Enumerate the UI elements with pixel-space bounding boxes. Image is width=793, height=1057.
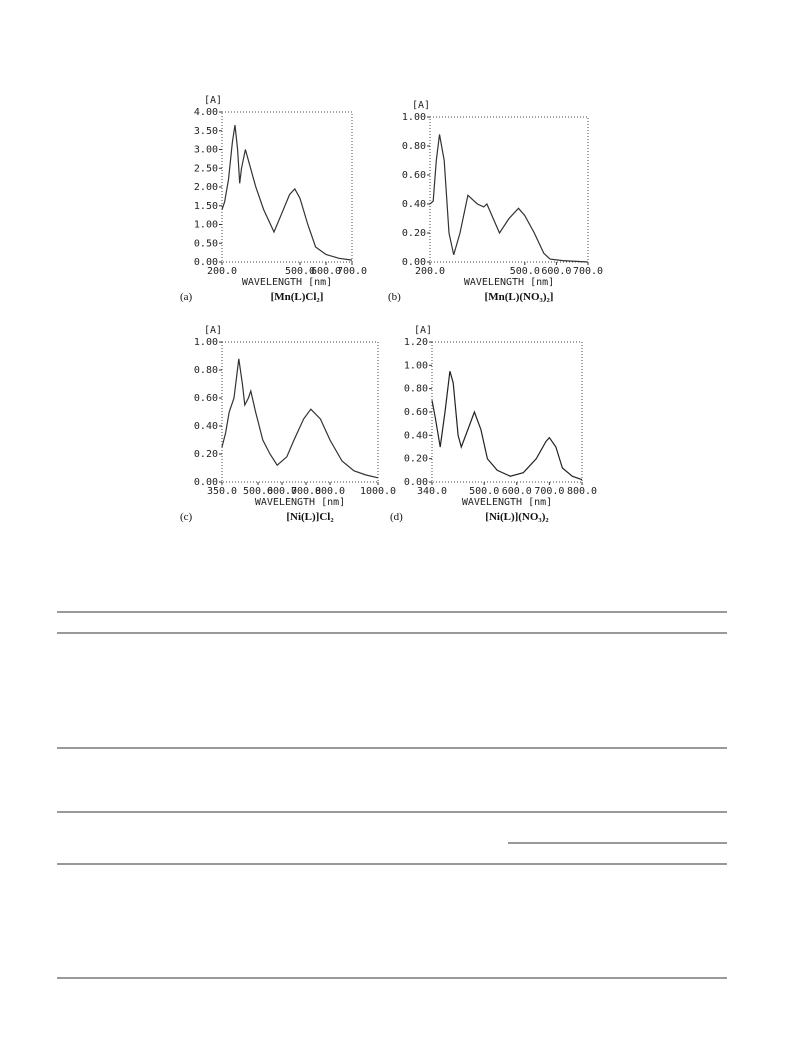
x-tick-label: 350.0 xyxy=(207,486,237,497)
spectrum-line xyxy=(429,134,589,263)
y-tick-label: 0.60 xyxy=(194,393,218,404)
x-tick-label: 200.0 xyxy=(415,266,445,277)
x-tick-label: 700.0 xyxy=(573,266,603,277)
x-tick-label: 600.0 xyxy=(311,266,341,277)
y-tick-label: 0.60 xyxy=(402,170,426,181)
y-tick-label: 0.80 xyxy=(402,141,426,152)
y-tick-label: 1.00 xyxy=(404,360,428,371)
x-axis-label: WAVELENGTH [nm] xyxy=(462,497,552,508)
x-tick-label: 500.0 xyxy=(285,266,315,277)
y-tick-label: 1.20 xyxy=(404,337,428,348)
x-tick-label: 700.0 xyxy=(337,266,367,277)
y-tick-label: 0.00 xyxy=(402,257,426,268)
y-tick-label: 0.00 xyxy=(194,477,218,488)
x-tick-label: 1000.0 xyxy=(360,486,396,497)
y-tick-label: 0.20 xyxy=(404,454,428,465)
x-axis-label: WAVELENGTH [nm] xyxy=(242,277,332,288)
panel-label: (c) xyxy=(180,511,193,523)
y-tick-label: 3.00 xyxy=(194,145,218,156)
x-tick-label: 500.0 xyxy=(243,486,273,497)
y-tick-label: 0.80 xyxy=(194,365,218,376)
x-tick-label: 800.0 xyxy=(315,486,345,497)
y-tick-label: 2.00 xyxy=(194,182,218,193)
y-axis-label: [A] xyxy=(204,325,222,336)
y-tick-label: 0.20 xyxy=(402,228,426,239)
x-axis-label: WAVELENGTH [nm] xyxy=(464,277,554,288)
y-tick-label: 1.00 xyxy=(194,337,218,348)
plot-frame xyxy=(429,116,589,263)
y-tick-label: 0.50 xyxy=(194,238,218,249)
y-tick-label: 0.20 xyxy=(194,449,218,460)
y-tick-label: 3.50 xyxy=(194,126,218,137)
panel-caption: [Mn(L)Cl₂] xyxy=(271,291,324,303)
x-tick-label: 340.0 xyxy=(417,486,447,497)
y-tick-label: 0.80 xyxy=(404,384,428,395)
x-tick-label: 500.0 xyxy=(469,486,499,497)
y-tick-label: 1.00 xyxy=(194,220,218,231)
panel-label: (b) xyxy=(388,291,401,303)
y-tick-label: 1.50 xyxy=(194,201,218,212)
y-tick-label: 0.00 xyxy=(194,257,218,268)
y-tick-label: 0.60 xyxy=(404,407,428,418)
x-axis-label: WAVELENGTH [nm] xyxy=(255,497,345,508)
plot-frame xyxy=(221,111,353,263)
panel-label: (a) xyxy=(180,291,193,303)
y-tick-label: 0.00 xyxy=(404,477,428,488)
spectrum-line xyxy=(221,358,379,479)
x-tick-label: 200.0 xyxy=(207,266,237,277)
y-tick-label: 0.40 xyxy=(404,430,428,441)
y-axis-label: [A] xyxy=(204,95,222,106)
y-tick-label: 2.50 xyxy=(194,163,218,174)
plot-frame xyxy=(431,341,583,483)
spectrum-line xyxy=(221,125,353,261)
panel-caption: [Ni(L)](NO₃)₂ xyxy=(485,511,549,523)
y-axis-label: [A] xyxy=(414,325,432,336)
x-tick-label: 600.0 xyxy=(267,486,297,497)
panel-caption: [Ni(L)]Cl₂ xyxy=(286,511,334,523)
panel-caption: [Mn(L)(NO₃)₂] xyxy=(485,291,554,303)
x-tick-label: 700.0 xyxy=(291,486,321,497)
x-tick-label: 700.0 xyxy=(534,486,564,497)
spectrum-line xyxy=(431,371,583,481)
x-tick-label: 800.0 xyxy=(567,486,597,497)
plot-frame xyxy=(221,341,379,483)
panel-label: (d) xyxy=(390,511,403,523)
x-tick-label: 500.0 xyxy=(510,266,540,277)
y-tick-label: 4.00 xyxy=(194,107,218,118)
y-tick-label: 0.40 xyxy=(194,421,218,432)
y-tick-label: 1.00 xyxy=(402,112,426,123)
x-tick-label: 600.0 xyxy=(502,486,532,497)
y-axis-label: [A] xyxy=(412,100,430,111)
x-tick-label: 600.0 xyxy=(541,266,571,277)
y-tick-label: 0.40 xyxy=(402,199,426,210)
